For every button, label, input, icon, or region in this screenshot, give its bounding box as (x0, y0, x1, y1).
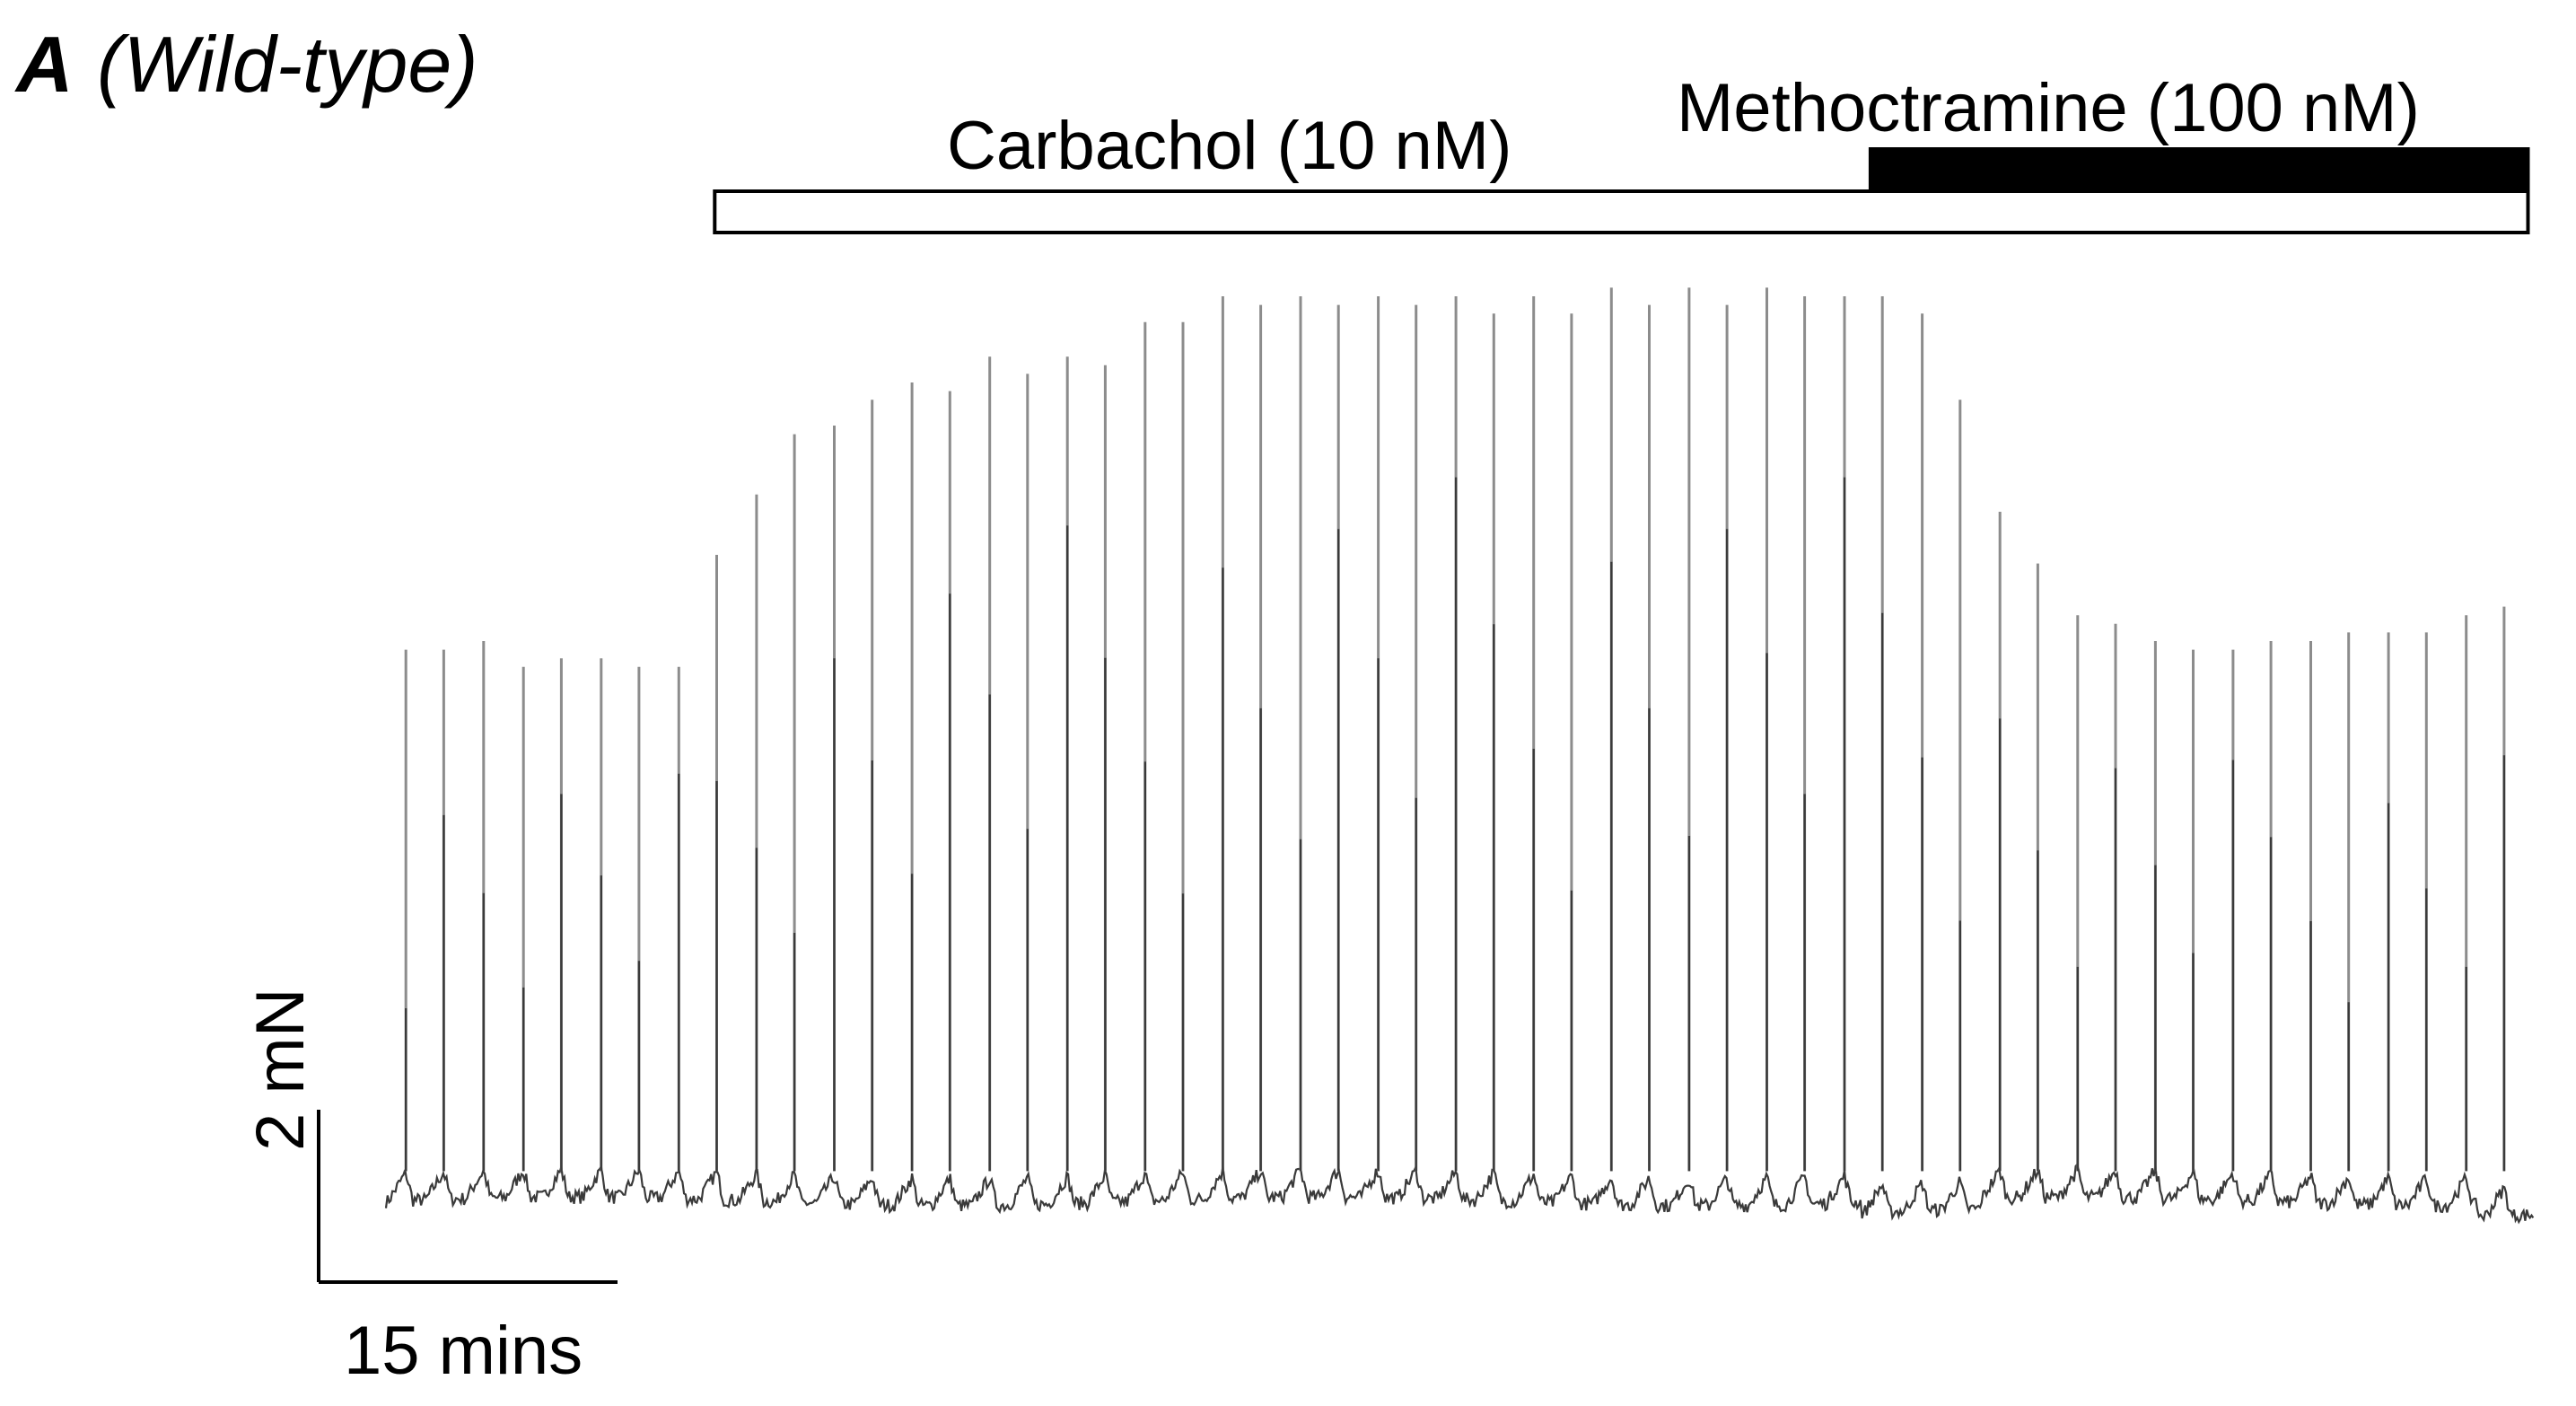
carbachol-bar (713, 189, 2530, 234)
force-trace (384, 287, 2535, 1225)
panel-title: A (Wild-type) (14, 20, 478, 109)
scale-bars (317, 1110, 618, 1284)
panel-genotype: (Wild-type) (97, 20, 478, 109)
baseline-trace (384, 1162, 2535, 1225)
panel-letter: A (14, 20, 74, 109)
methoctramine-bar (1868, 147, 2530, 193)
force-scale-label: 2 mN (242, 988, 319, 1151)
carbachol-label: Carbachol (10 nM) (947, 108, 1511, 184)
time-scale-label: 15 mins (344, 1313, 583, 1389)
methoctramine-label: Methoctramine (100 nM) (1677, 70, 2420, 146)
